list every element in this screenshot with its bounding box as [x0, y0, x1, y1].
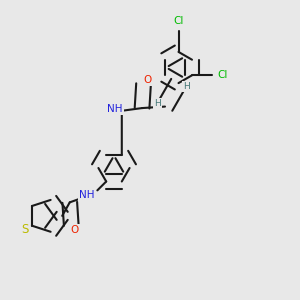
Text: Cl: Cl: [173, 16, 184, 26]
Text: Cl: Cl: [217, 70, 228, 80]
Text: H: H: [154, 99, 161, 108]
Text: NH: NH: [107, 104, 123, 114]
Text: O: O: [143, 75, 151, 85]
Text: O: O: [71, 225, 79, 235]
Text: H: H: [183, 82, 189, 91]
Text: NH: NH: [79, 190, 94, 200]
Text: S: S: [22, 223, 29, 236]
